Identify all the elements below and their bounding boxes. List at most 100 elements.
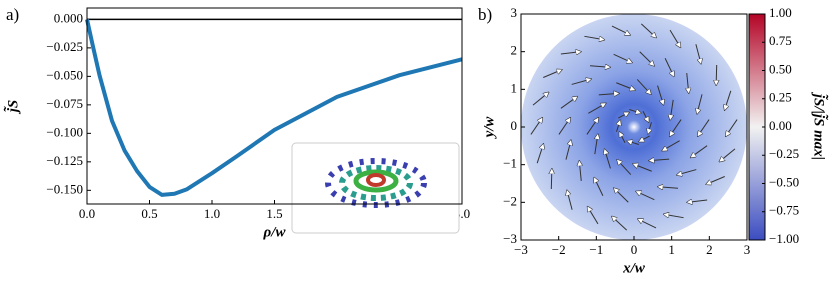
x-axis-label: x/w [622, 260, 646, 276]
field-arrow [636, 79, 649, 92]
field-arrow [664, 140, 680, 150]
field-arrow [605, 151, 611, 169]
field-arrow [664, 58, 673, 74]
field-arrow [716, 65, 717, 83]
x-tick-label: 1.5 [266, 206, 282, 221]
panel-label: b) [478, 5, 492, 24]
x-tick-label: −2 [552, 242, 566, 257]
field-arrow [687, 72, 689, 91]
field-arrow [640, 23, 654, 36]
field-arrow [598, 94, 617, 95]
field-arrow [641, 135, 650, 141]
field-arrow [560, 52, 579, 54]
y-tick-label: −0.150 [46, 181, 83, 196]
y-tick-label: −0.050 [46, 67, 83, 82]
x-tick-label: 0.5 [141, 206, 157, 221]
field-arrow [543, 71, 560, 78]
field-arrow [589, 208, 599, 225]
field-arrow [611, 25, 628, 34]
field-arrow [568, 192, 573, 210]
field-arrow [638, 192, 655, 201]
field-arrow [589, 66, 608, 67]
field-arrow [639, 51, 653, 65]
heatmap-disk [521, 14, 747, 240]
field-arrow [669, 29, 679, 45]
y-tick-label: 2 [511, 43, 518, 58]
field-arrow [560, 98, 576, 109]
field-arrow [689, 200, 708, 202]
y-tick-label: 3 [511, 5, 518, 20]
colorbar-tick-label: −1.00 [769, 231, 799, 246]
field-arrow [571, 80, 589, 85]
field-arrow [620, 134, 626, 143]
field-arrow [670, 99, 673, 118]
x-tick-label: 2 [706, 242, 713, 257]
x-tick-label: −3 [514, 242, 528, 257]
y-tick-label: −0.025 [46, 39, 83, 54]
field-arrow [565, 142, 570, 160]
field-arrow [617, 122, 620, 132]
field-arrow [671, 119, 682, 135]
field-arrow [642, 111, 648, 120]
field-arrow [651, 159, 670, 160]
field-arrow [618, 113, 627, 119]
line-series [85, 18, 463, 197]
y-tick-label: −1 [503, 156, 517, 171]
field-arrow [649, 122, 652, 132]
y-tick-label: 1 [511, 80, 518, 95]
inset-ring [325, 158, 427, 208]
field-arrow [619, 161, 632, 175]
x-tick-label: 0 [631, 242, 638, 257]
inset-ring [366, 173, 386, 187]
y-tick-label: 0.000 [54, 10, 83, 25]
colorbar-tick-label: 0.50 [769, 61, 792, 76]
field-arrow [692, 145, 708, 156]
y-tick-label: −3 [503, 231, 517, 246]
field-arrow [615, 190, 629, 203]
field-arrow [584, 35, 602, 39]
field-arrow [586, 120, 597, 135]
y-tick-label: −2 [503, 193, 517, 208]
x-tick-label: −1 [589, 242, 603, 257]
field-arrow [613, 218, 628, 231]
field-arrow [699, 119, 710, 135]
field-arrow [579, 163, 581, 182]
field-arrow [657, 85, 663, 103]
field-arrow [635, 165, 652, 172]
axes-frame [86, 7, 463, 205]
colorbar-tick-label: 0.75 [769, 33, 792, 48]
colorbar-tick-label: −0.25 [769, 146, 799, 161]
inset-ring [339, 165, 413, 201]
inset-ring [353, 169, 399, 193]
y-tick-label: −0.075 [46, 96, 83, 111]
x-tick-label: 3 [744, 242, 751, 257]
field-arrow [613, 53, 630, 61]
y-tick-label: −0.100 [46, 124, 83, 139]
x-tick-label: 1.0 [204, 206, 220, 221]
field-arrow [721, 148, 736, 160]
field-arrow [698, 94, 703, 111]
field-arrow [595, 136, 598, 155]
field-arrow [708, 176, 725, 183]
y-tick-label: 0 [511, 118, 518, 133]
y-tick-label: −0.125 [46, 153, 83, 168]
field-arrow [679, 169, 697, 175]
field-arrow [558, 120, 569, 135]
field-arrow [725, 90, 732, 108]
field-arrow [727, 119, 738, 135]
field-arrow [660, 187, 679, 188]
panel-label: a) [6, 5, 19, 24]
y-axis-label: j̃S [3, 100, 21, 115]
x-tick-label: 1 [668, 242, 675, 257]
field-arrow [532, 94, 547, 106]
colorbar-tick-label: −0.75 [769, 203, 799, 218]
field-arrow [695, 44, 701, 61]
field-arrow [616, 82, 633, 90]
colorbar-tick-label: 0.00 [769, 118, 792, 133]
field-arrow [640, 220, 657, 229]
field-arrow [666, 215, 684, 219]
inset [291, 142, 460, 234]
colorbar-tick-label: 0.25 [769, 90, 792, 105]
field-arrow [629, 110, 639, 113]
